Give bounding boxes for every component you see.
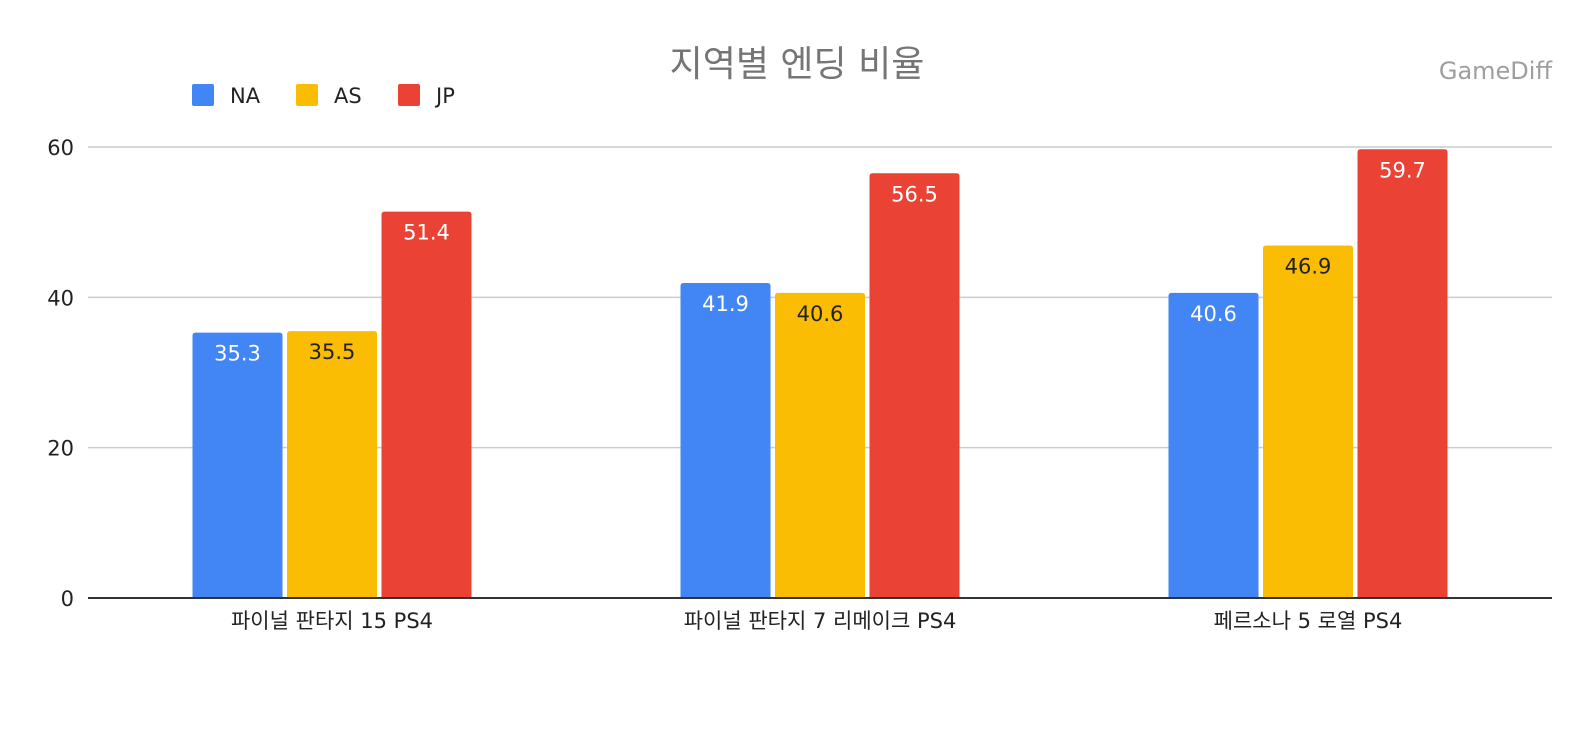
watermark-text: GameDiff (1439, 57, 1553, 85)
bar-na-1 (192, 332, 283, 598)
legend-label-na: NA (230, 84, 261, 108)
data-label: 40.6 (1190, 302, 1237, 326)
data-label: 56.5 (891, 182, 938, 206)
bar-jp-3 (1357, 149, 1448, 598)
bars: 35.3 35.5 51.4 41.9 40.6 56.5 40.6 46.9 59.7 (192, 149, 1448, 599)
x-category-label: 파이널 판타지 7 리메이크 PS4 (684, 609, 957, 633)
bar-as-3 (1263, 245, 1353, 599)
data-label: 46.9 (1285, 254, 1332, 278)
bar-na-2 (680, 283, 771, 598)
data-label: 35.5 (309, 340, 356, 364)
legend-label-jp: JP (434, 84, 455, 108)
x-category-label: 페르소나 5 로열 PS4 (1214, 609, 1403, 633)
legend-swatch-na (192, 84, 214, 106)
y-axis: 0 20 40 60 (47, 136, 74, 611)
chart-title: 지역별 엔딩 비율 (670, 44, 925, 85)
data-label: 40.6 (797, 302, 844, 326)
data-label: 51.4 (403, 221, 450, 245)
legend-swatch-jp (398, 84, 420, 106)
bar-jp-2 (869, 173, 960, 598)
data-label: 59.7 (1379, 158, 1426, 182)
bar-jp-1 (381, 211, 472, 599)
y-tick-label: 0 (61, 587, 74, 611)
bar-as-2 (775, 292, 865, 598)
y-tick-label: 40 (47, 286, 74, 310)
y-tick-label: 60 (47, 136, 74, 160)
x-axis: 파이널 판타지 15 PS4 파이널 판타지 7 리메이크 PS4 페르소나 5 로… (88, 597, 1552, 633)
data-label: 35.3 (214, 342, 261, 366)
y-tick-label: 20 (47, 437, 74, 461)
legend: NA AS JP (192, 84, 455, 108)
data-label: 41.9 (702, 292, 749, 316)
legend-label-as: AS (334, 84, 362, 108)
bar-na-3 (1168, 292, 1259, 598)
x-category-label: 파이널 판타지 15 PS4 (231, 609, 433, 633)
legend-swatch-as (296, 84, 318, 106)
bar-as-1 (287, 331, 377, 598)
